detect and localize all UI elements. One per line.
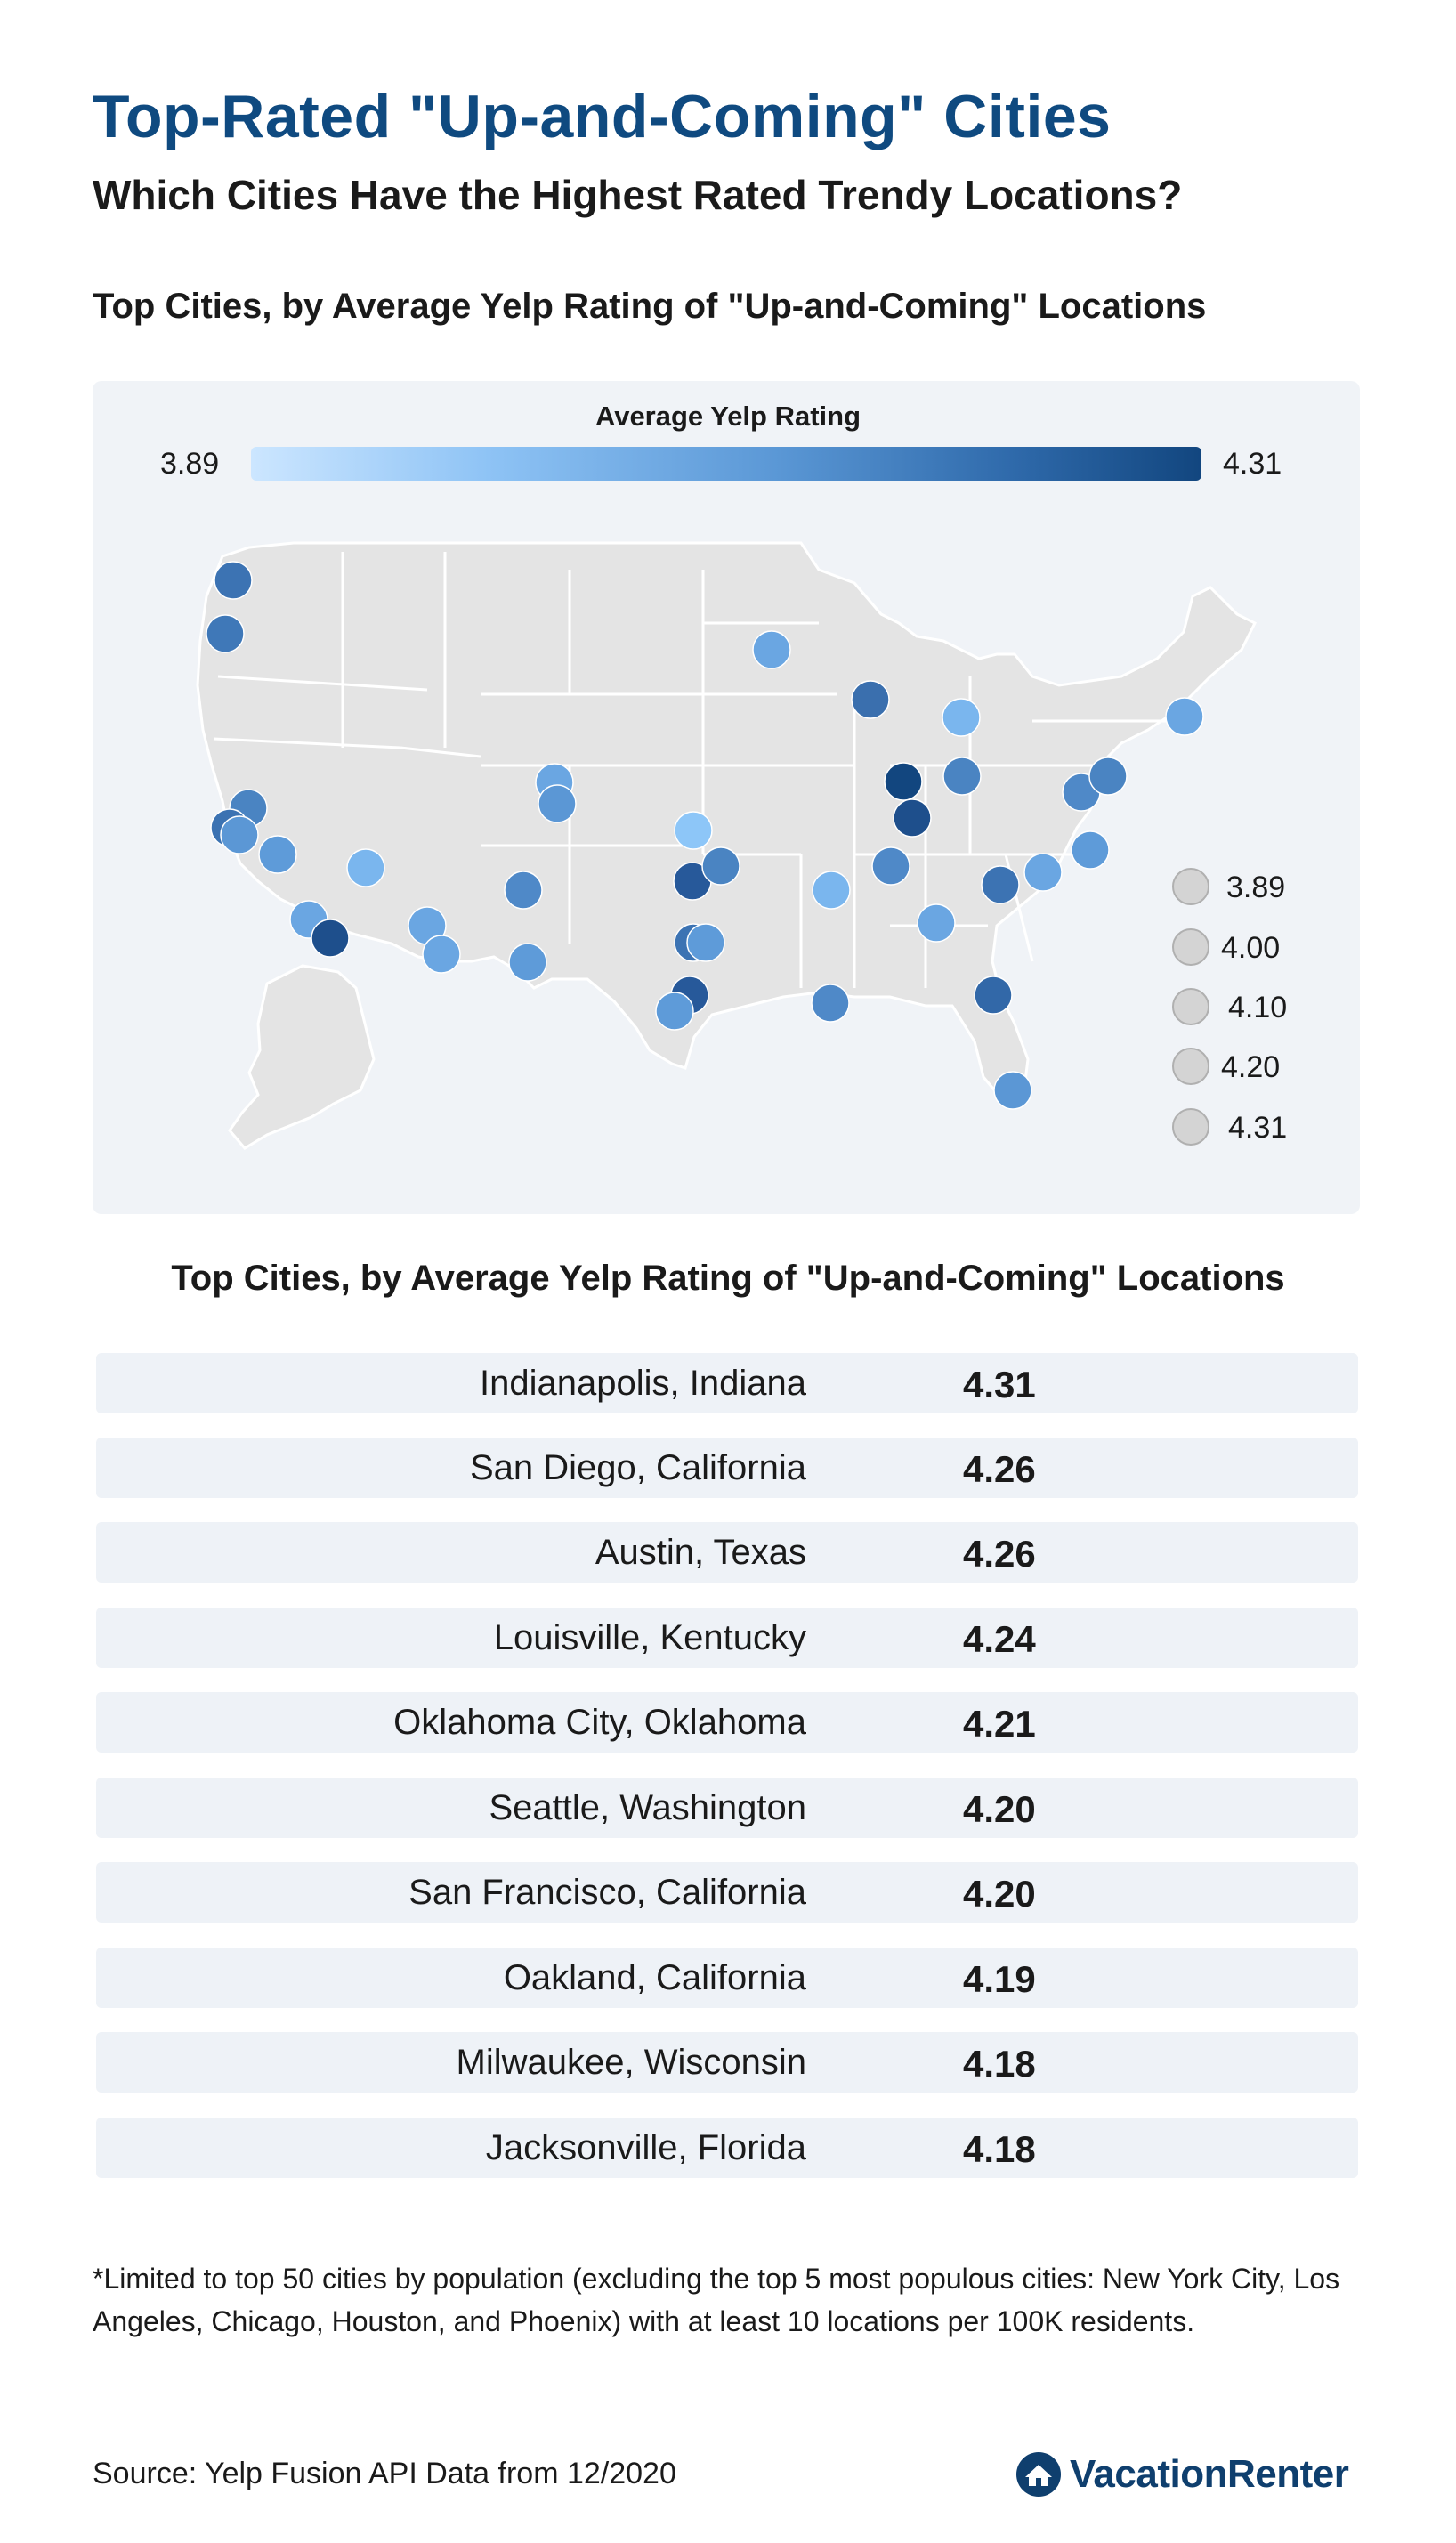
size-legend-label: 4.31 [1228, 1111, 1287, 1145]
table-row: San Diego, California 4.26 [96, 1438, 1358, 1498]
city-rating: 4.26 [963, 1533, 1036, 1575]
city-marker [674, 811, 713, 850]
city-marker [214, 561, 253, 600]
city-marker [812, 871, 851, 910]
brand-name: VacationRenter [1070, 2452, 1349, 2496]
city-rating: 4.18 [963, 2128, 1036, 2170]
city-marker [942, 757, 982, 796]
city-marker [346, 848, 385, 887]
city-name: Indianapolis, Indiana [480, 1364, 806, 1403]
size-legend: 3.89 4.00 4.10 4.20 4.31 [1172, 868, 1287, 1146]
city-marker [974, 976, 1013, 1015]
page-title: Top-Rated "Up-and-Coming" Cities [93, 83, 1112, 150]
table-heading: Top Cities, by Average Yelp Rating of "U… [171, 1259, 1285, 1298]
city-marker [508, 943, 547, 982]
city-marker [258, 835, 297, 874]
city-name: Oakland, California [503, 1958, 806, 1997]
city-marker [1165, 697, 1204, 736]
footnote: *Limited to top 50 cities by population … [93, 2263, 1340, 2337]
city-marker [220, 815, 259, 854]
size-legend-label: 4.20 [1221, 1050, 1280, 1084]
size-legend-label: 4.00 [1221, 931, 1280, 965]
city-rating: 4.31 [963, 1364, 1036, 1405]
alaska-shape [228, 964, 376, 1150]
city-marker [917, 903, 956, 943]
table-row: Oklahoma City, Oklahoma 4.21 [96, 1692, 1358, 1753]
color-legend-max: 4.31 [1223, 447, 1282, 481]
page-subtitle: Which Cities Have the Highest Rated Tren… [93, 172, 1183, 218]
city-marker [981, 865, 1020, 904]
city-markers [206, 561, 1204, 1110]
size-legend-marker [1172, 1048, 1209, 1085]
table-row: Indianapolis, Indiana 4.31 [96, 1353, 1358, 1413]
state-borders [213, 552, 1175, 988]
city-marker [851, 680, 890, 719]
color-legend-min: 3.89 [160, 447, 220, 481]
size-legend-label: 3.89 [1226, 871, 1285, 904]
city-marker [686, 923, 725, 962]
city-marker [811, 984, 850, 1023]
city-marker [422, 935, 461, 974]
city-rating: 4.18 [963, 2043, 1036, 2085]
size-legend-label: 4.10 [1228, 991, 1287, 1024]
city-rating: 4.26 [963, 1448, 1036, 1490]
city-marker [871, 846, 910, 886]
city-name: Oklahoma City, Oklahoma [393, 1703, 806, 1742]
city-rating: 4.21 [963, 1703, 1036, 1745]
city-marker [504, 871, 543, 910]
city-marker [1088, 757, 1128, 796]
city-rating: 4.20 [963, 1788, 1036, 1830]
city-name: Louisville, Kentucky [493, 1618, 806, 1657]
city-marker [893, 798, 932, 838]
city-name: Austin, Texas [595, 1533, 806, 1572]
city-marker [752, 630, 791, 669]
city-marker [655, 992, 694, 1031]
city-marker [1071, 830, 1110, 870]
table-row: Louisville, Kentucky 4.24 [96, 1608, 1358, 1668]
city-marker [311, 919, 350, 958]
city-rating: 4.24 [963, 1618, 1036, 1660]
brand-logo: VacationRenter [1015, 2448, 1349, 2501]
us-land [196, 541, 1258, 1150]
color-legend-title: Average Yelp Rating [595, 401, 861, 432]
city-marker [206, 614, 245, 653]
house-icon [1016, 2452, 1061, 2497]
city-marker [538, 784, 577, 823]
size-legend-marker [1172, 868, 1209, 905]
source-credit: Source: Yelp Fusion API Data from 12/202… [93, 2457, 676, 2490]
city-marker [701, 846, 740, 886]
city-marker [1023, 853, 1063, 892]
table-row: San Francisco, California 4.20 [96, 1862, 1358, 1923]
table-row: Jacksonville, Florida 4.18 [96, 2118, 1358, 2178]
table-row: Austin, Texas 4.26 [96, 1522, 1358, 1583]
city-name: Milwaukee, Wisconsin [456, 2043, 806, 2082]
table-row: Milwaukee, Wisconsin 4.18 [96, 2032, 1358, 2093]
city-name: San Francisco, California [408, 1873, 806, 1912]
city-marker [993, 1071, 1032, 1110]
table-row: Oakland, California 4.19 [96, 1948, 1358, 2008]
city-marker [884, 762, 923, 801]
city-rating: 4.19 [963, 1958, 1036, 2000]
size-legend-marker [1172, 928, 1209, 966]
city-name: Jacksonville, Florida [485, 2128, 806, 2167]
size-legend-marker [1172, 1108, 1209, 1146]
city-name: Seattle, Washington [489, 1788, 806, 1827]
color-legend-gradient [251, 447, 1201, 481]
map-heading: Top Cities, by Average Yelp Rating of "U… [93, 287, 1207, 326]
table-row: Seattle, Washington 4.20 [96, 1778, 1358, 1838]
city-marker [942, 698, 981, 737]
city-rating: 4.20 [963, 1873, 1036, 1915]
city-name: San Diego, California [470, 1448, 806, 1487]
size-legend-marker [1172, 988, 1209, 1025]
us-map: 3.89 4.00 4.10 4.20 4.31 [196, 541, 1287, 1150]
